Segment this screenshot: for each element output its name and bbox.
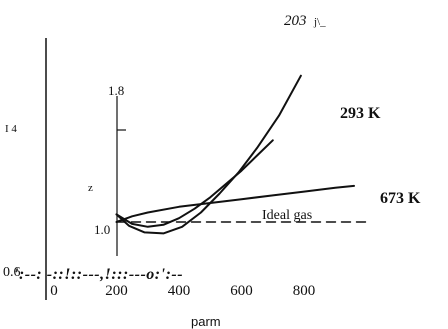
page-mark: j\_ xyxy=(313,16,326,28)
y-tick-label: I 4 xyxy=(5,123,17,135)
y-tick-label: 0.6 xyxy=(3,265,21,280)
series-label: 293 K xyxy=(340,105,381,122)
x-axis-label: parm xyxy=(191,314,221,329)
series-line-293-k xyxy=(115,139,274,228)
x-tick-labels: 0 200 400 600 800 xyxy=(50,283,315,299)
y-tick-label: 1.0 xyxy=(94,222,110,237)
x-tick-label: 0 xyxy=(50,283,58,299)
y-tick-labels: 0.6 1.0 I 4 1.8 xyxy=(3,83,124,280)
series-label: 673 K xyxy=(380,190,421,207)
series-labels: 293 K 673 K Ideal gas xyxy=(262,105,421,223)
series-line-673-k xyxy=(115,184,355,223)
x-tick-label: 600 xyxy=(230,283,253,299)
series-label: Ideal gas xyxy=(262,208,312,223)
page-number: 203 xyxy=(284,13,307,29)
x-tick-label: 400 xyxy=(168,283,191,299)
series-line-unlabeled-2 xyxy=(115,74,302,235)
x-tick-label: 800 xyxy=(293,283,316,299)
x-tick-label: 200 xyxy=(105,283,128,299)
y-tick-label: 1.8 xyxy=(108,83,124,98)
series-lines xyxy=(115,74,368,235)
baseline-garble: ':--: -::!::---,!:::---o:':-- xyxy=(14,266,183,283)
y-axis-label: z xyxy=(88,182,93,194)
